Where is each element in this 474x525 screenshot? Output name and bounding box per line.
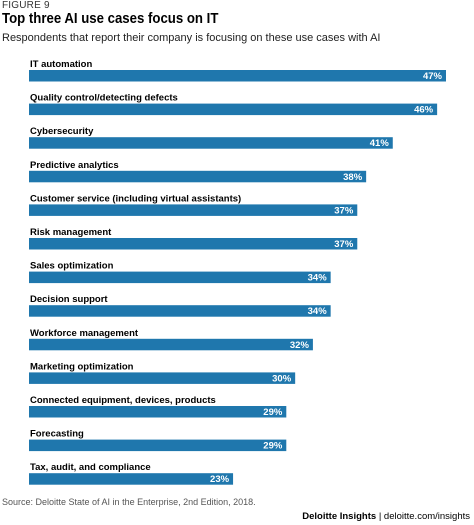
category-label: Risk management (30, 227, 112, 238)
chart-subtitle: Respondents that report their company is… (2, 32, 381, 44)
value-label: 34% (308, 306, 328, 317)
bar (29, 170, 367, 183)
brand-footer[interactable]: Deloitte Insights | deloitte.com/insight… (0, 511, 470, 522)
value-label: 34% (308, 273, 328, 284)
value-label: 38% (343, 172, 363, 183)
bar (29, 473, 234, 485)
category-label: Decision support (30, 294, 108, 305)
bar (29, 204, 358, 216)
bar (29, 305, 331, 317)
value-label: 32% (290, 340, 310, 351)
category-label: Customer service (including virtual assi… (30, 193, 241, 204)
category-label: IT automation (30, 59, 92, 70)
category-label: Workforce management (30, 328, 139, 339)
value-label: 47% (423, 71, 443, 82)
brand-url[interactable]: deloitte.com/insights (383, 511, 470, 522)
bar (29, 439, 287, 452)
brand-separator: | (378, 511, 382, 522)
bar (29, 372, 296, 384)
bar (29, 406, 287, 418)
bar (29, 271, 331, 284)
bar (29, 338, 313, 351)
bar (29, 103, 438, 116)
figure-label: FIGURE 9 (2, 0, 50, 11)
category-label: Predictive analytics (30, 160, 119, 171)
category-label: Cybersecurity (30, 126, 94, 137)
category-label: Quality control/detecting defects (30, 93, 178, 104)
value-label: 37% (334, 239, 354, 250)
category-label: Marketing optimization (30, 361, 134, 372)
bar-chart: IT automation 47% Quality control/detectin… (29, 59, 446, 485)
value-label: 30% (272, 373, 292, 384)
bar (29, 238, 358, 250)
value-label: 46% (414, 105, 434, 116)
value-label: 29% (263, 441, 283, 452)
chart-title: Top three AI use cases focus on IT (2, 10, 219, 27)
brand-name: Deloitte Insights (302, 511, 377, 522)
category-label: Connected equipment, devices, products (30, 395, 216, 406)
bar (29, 137, 393, 149)
value-label: 41% (370, 138, 390, 149)
category-label: Sales optimization (30, 261, 114, 272)
source-note: Source: Deloitte State of AI in the Ente… (2, 497, 256, 507)
value-label: 37% (334, 205, 354, 216)
category-label: Forecasting (30, 429, 84, 440)
value-label: 29% (263, 407, 283, 418)
bar (29, 70, 446, 82)
category-label: Tax, audit, and compliance (30, 462, 151, 473)
value-label: 23% (210, 474, 230, 485)
